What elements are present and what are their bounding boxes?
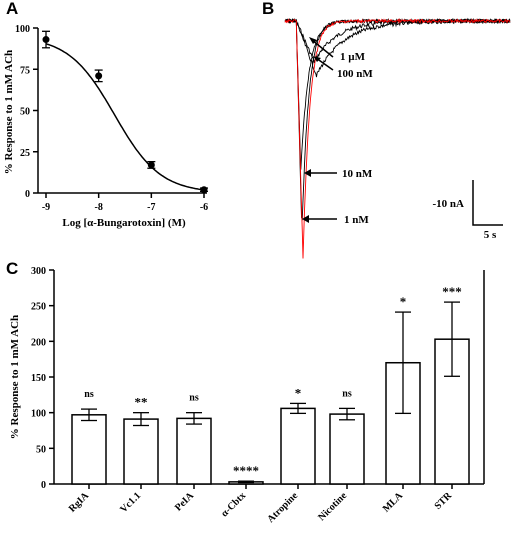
c-significance-label: * (400, 294, 407, 309)
label-100nM: 100 nM (337, 68, 373, 80)
a-data-point (42, 36, 50, 44)
arrow-1uM (311, 39, 334, 58)
a-y-tick-label: 0 (25, 189, 30, 200)
scale-bar (472, 180, 503, 226)
c-category-label: Atropine (265, 490, 300, 525)
c-significance-label: **** (233, 463, 259, 478)
c-y-tick-label: 50 (36, 444, 46, 455)
a-x-tick-label: -7 (147, 202, 155, 213)
a-x-tick-label: -9 (42, 202, 50, 213)
c-significance-label: ** (135, 395, 148, 410)
arrowhead-10nM (304, 169, 311, 177)
label-1uM: 1 µM (340, 51, 366, 63)
a-y-axis-label: % Response to 1 mM ACh (3, 50, 15, 174)
c-category-label: α-Cbtx (219, 490, 248, 519)
c-bar (123, 418, 159, 485)
label-10nM: 10 nM (342, 168, 373, 180)
scale-bar-time: 5 s (484, 229, 497, 241)
c-y-tick-label: 100 (31, 409, 46, 420)
arrowhead-1nM (302, 215, 309, 223)
arrowhead-100nM (313, 56, 321, 62)
c-bar (329, 413, 365, 485)
c-significance-label: ns (189, 393, 199, 404)
a-data-point (147, 161, 155, 169)
panel-c-chart: % Response to 1 mM ACh 0 50 100 150 200 250 30… (9, 266, 485, 525)
c-category-label: Vc1.1 (118, 490, 143, 515)
panel-a-chart: % Response to 1 mM ACh Log [α-Bungarotox… (3, 24, 208, 229)
c-significance-label: ns (342, 388, 352, 399)
c-category-label: PeIA (173, 490, 197, 514)
a-fit-curve (45, 42, 205, 191)
c-significance-label: *** (442, 284, 462, 299)
c-category-label: MLA (381, 490, 406, 515)
label-1nM: 1 nM (344, 214, 369, 226)
a-x-tick-label: -8 (94, 202, 102, 213)
b-trace (284, 17, 511, 78)
a-y-tick-label: 25 (20, 148, 30, 159)
c-bar (176, 417, 212, 485)
c-bar (280, 407, 316, 485)
a-y-tick-label: 50 (20, 107, 30, 118)
panel-label-a: A (6, 0, 18, 18)
a-y-tick-label: 75 (20, 65, 30, 76)
panel-label-b: B (262, 0, 274, 18)
panel-label-c: C (6, 259, 18, 278)
scale-bar-current: -10 nA (433, 198, 465, 210)
c-category-label: RgIA (67, 490, 92, 515)
c-y-tick-label: 150 (31, 373, 46, 384)
a-data-point (200, 186, 208, 194)
c-y-tick-label: 0 (41, 480, 46, 491)
c-significance-label: * (295, 385, 302, 400)
c-y-tick-label: 300 (31, 266, 46, 277)
c-y-tick-label: 250 (31, 302, 46, 313)
a-x-axis-label: Log [α-Bungarotoxin] (M) (62, 217, 186, 229)
c-category-label: Nicotine (316, 490, 349, 523)
a-y-tick-label: 100 (15, 24, 30, 35)
c-bar (71, 414, 107, 485)
c-y-axis-label: % Response to 1 mM ACh (9, 315, 21, 439)
c-category-label: STR (433, 490, 455, 512)
a-x-tick-label: -6 (200, 202, 208, 213)
c-significance-label: ns (84, 389, 94, 400)
arrowhead-1uM (309, 37, 317, 44)
c-y-tick-label: 200 (31, 337, 46, 348)
b-trace (284, 18, 511, 170)
panel-b-traces: 1 µM 100 nM 10 nM 1 nM -10 nA 5 s (284, 17, 511, 259)
b-trace (284, 17, 511, 221)
b-trace (284, 17, 511, 259)
a-data-point (95, 72, 103, 80)
b-trace (284, 17, 511, 64)
